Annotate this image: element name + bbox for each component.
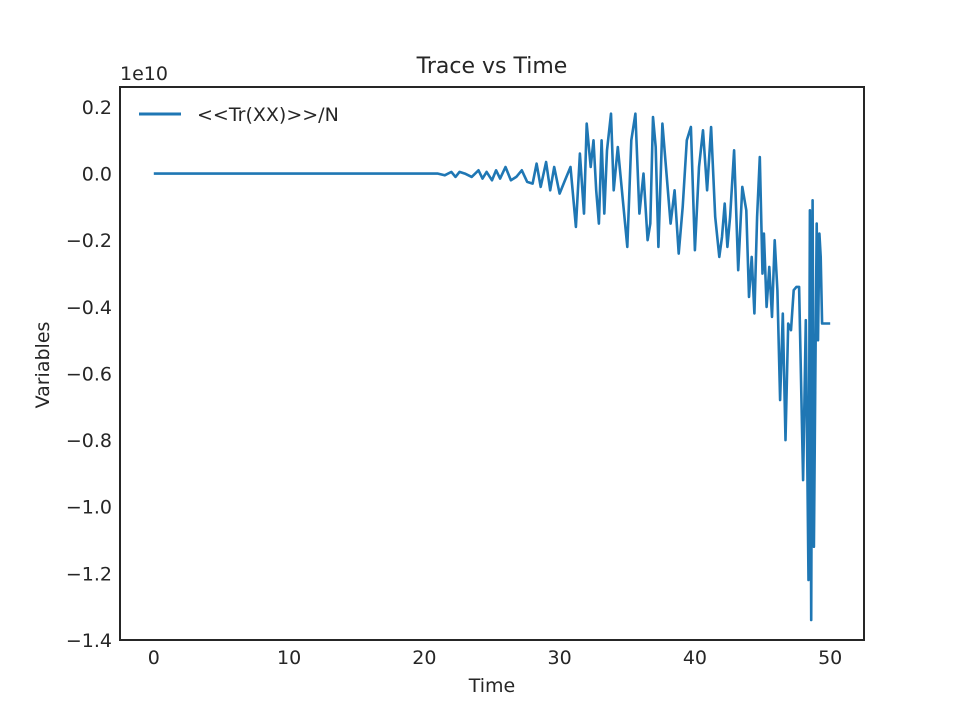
- y-tick-label: −0.8: [66, 430, 112, 452]
- y-tick-label: −0.2: [66, 230, 112, 252]
- y-axis-label: Variables: [32, 322, 54, 409]
- axes-frame: [119, 86, 865, 641]
- x-axis-label: Time: [468, 675, 516, 697]
- y-tick-label: −0.4: [66, 297, 112, 319]
- y-tick-label: 0.0: [82, 164, 112, 186]
- axes: 0 10 20 30 40 50 0.2 0.0 −0.2 −0.4 −0.6 −0.8 −1.0 −1.…: [66, 86, 865, 669]
- y-offset-text: 1e10: [120, 63, 168, 85]
- x-tick-label: 50: [818, 647, 842, 669]
- y-tick-label: −0.6: [66, 363, 112, 385]
- chart-title: Trace vs Time: [416, 54, 568, 79]
- x-tick-label: 0: [148, 647, 160, 669]
- y-tick-label: −1.0: [66, 497, 112, 519]
- x-tick-label: 40: [683, 647, 707, 669]
- plot-area: [153, 112, 831, 622]
- series-line-0: [153, 112, 831, 622]
- x-tick-label: 10: [277, 647, 301, 669]
- y-tick-label: −1.2: [66, 563, 112, 585]
- legend: <<Tr(XX)>>/N: [139, 104, 339, 126]
- x-tick-label: 30: [548, 647, 572, 669]
- x-tick-label: 20: [412, 647, 436, 669]
- y-tick-label: −1.4: [66, 630, 112, 652]
- legend-label: <<Tr(XX)>>/N: [197, 104, 339, 126]
- y-tick-label: 0.2: [82, 97, 112, 119]
